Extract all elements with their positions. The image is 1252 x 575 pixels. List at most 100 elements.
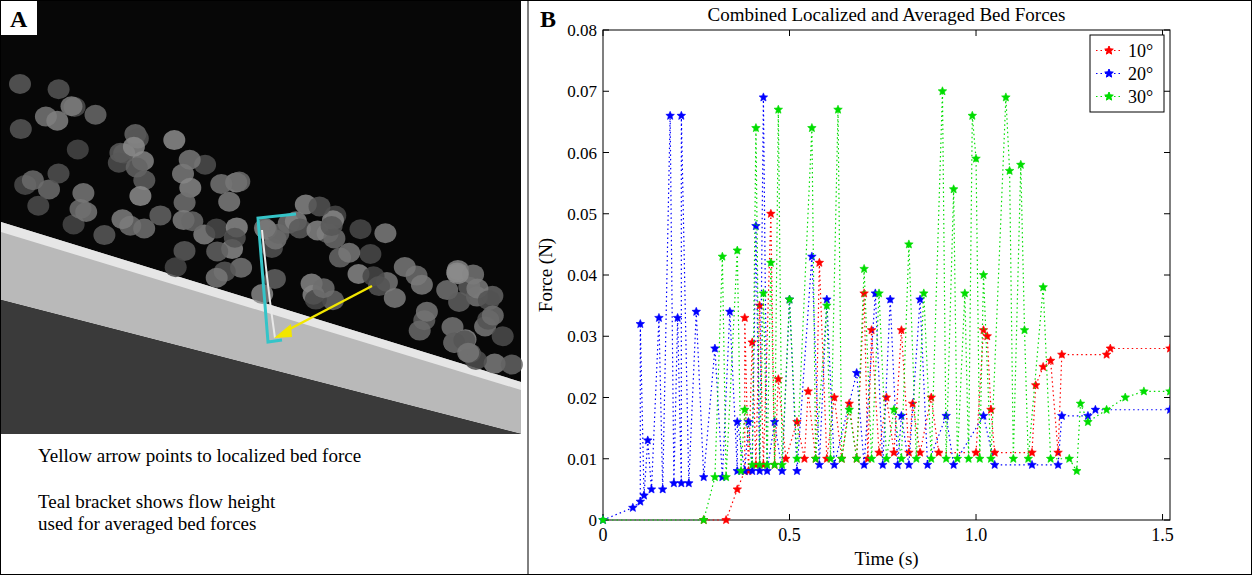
series-marker [1166,387,1170,395]
series-marker [934,448,943,456]
series-marker [685,479,694,487]
particle [133,219,155,239]
series-marker [1046,454,1055,462]
letter-patch [1,1,37,35]
series-marker [972,154,981,162]
legend-marker [1105,46,1114,54]
series-marker [699,516,708,524]
series-marker [808,252,817,260]
series-marker [718,252,727,260]
y-axis-title: Force (N) [535,238,557,312]
series-marker [968,111,977,119]
particle [448,292,470,312]
series-marker [1058,350,1067,358]
series-marker [1072,467,1081,475]
series-marker [699,473,708,481]
series-marker [1028,460,1037,468]
series-marker [733,485,742,493]
series-marker [949,185,958,193]
y-tick [603,275,609,276]
series-marker [1065,454,1074,462]
caption: used for averaged bed forces [38,513,256,534]
series-marker [972,448,981,456]
particle [206,268,228,288]
bed-force-arrowhead [274,324,292,338]
series-marker [1054,460,1063,468]
series-marker [1002,93,1011,101]
series-marker [1121,393,1130,401]
series-marker [774,105,783,113]
series-marker [1058,411,1067,419]
series-marker [923,460,932,468]
series-marker [748,338,757,346]
series-marker [1024,454,1033,462]
series-marker [804,387,813,395]
series-marker [961,289,970,297]
x-tick [789,514,790,520]
series-marker [726,307,735,315]
series-marker [897,411,906,419]
x-tick-label: 1.5 [1151,525,1174,545]
legend-label: 10° [1128,41,1153,61]
particle [93,225,115,245]
series-marker [826,454,835,462]
series-marker [1166,344,1170,352]
series-marker [767,209,776,217]
series-marker [1017,160,1026,168]
series-marker [759,289,768,297]
series-marker [983,332,992,340]
particle [218,192,240,212]
series-marker [808,124,817,132]
particle [416,302,438,322]
series-marker [905,460,914,468]
series-marker [953,454,962,462]
series-marker [897,326,906,334]
series-marker [711,344,720,352]
series-marker [867,326,876,334]
y-tick-label: 0.05 [567,205,597,224]
y-tick-label: 0.01 [567,450,597,469]
particle [61,96,83,116]
series-marker [1106,344,1115,352]
series-marker [770,460,779,468]
series-marker [912,454,921,462]
series-marker [897,454,906,462]
series-marker [920,289,929,297]
y-tick [1164,213,1170,214]
series-marker [740,313,749,321]
y-tick [1164,275,1170,276]
series-marker [893,460,902,468]
particle [482,306,504,326]
series-marker [867,454,876,462]
series-marker [599,516,608,524]
series-marker [1009,454,1018,462]
series-marker [882,454,891,462]
y-tick [1164,152,1170,153]
particle [174,193,196,213]
y-tick-label: 0.03 [567,327,597,346]
series-marker [785,295,794,303]
particle [123,137,145,157]
series-marker [1054,448,1063,456]
panel-a: AYellow arrow points to localized bed fo… [1,1,523,534]
series-marker [699,516,708,524]
series-marker [692,307,701,315]
particle [181,211,203,231]
series-marker [643,436,652,444]
particle [126,158,148,178]
series-marker [737,467,746,475]
series-marker [860,289,869,297]
series-marker [1031,381,1040,389]
figure: AYellow arrow points to localized bed fo… [0,0,1252,575]
caption: Yellow arrow points to localized bed for… [38,445,361,466]
series-marker [852,454,861,462]
particle [129,186,151,206]
particle [359,244,381,264]
series-marker [763,467,772,475]
legend-marker [1105,69,1114,77]
y-tick [603,458,609,459]
particle [457,343,479,363]
series-marker [916,295,925,303]
series-marker [800,454,809,462]
series-marker [722,473,731,481]
